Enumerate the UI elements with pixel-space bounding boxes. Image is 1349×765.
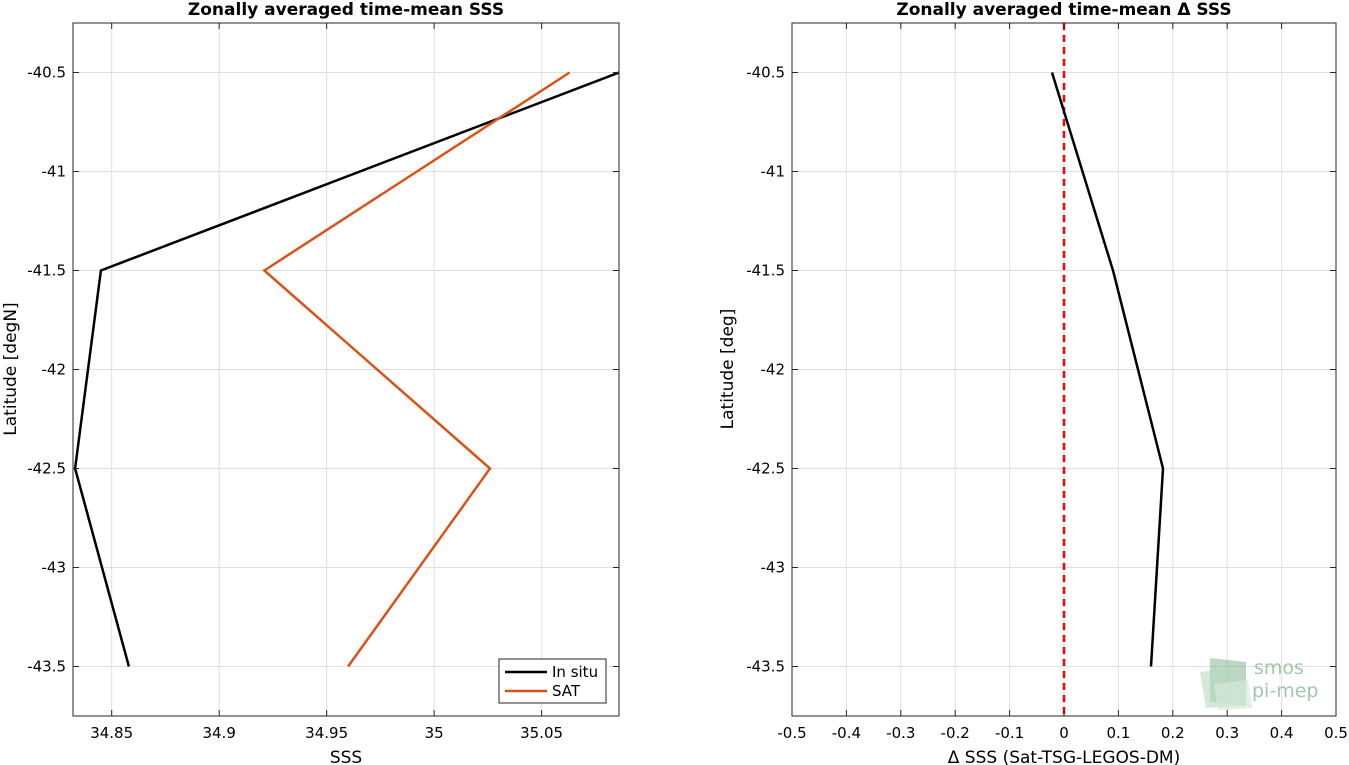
- y-axis-label: Latitude [deg]: [718, 309, 738, 430]
- x-tick-label: -0.5: [777, 724, 806, 742]
- axis-ticks: 34.85 34.9 34.95 35 35.05 -40.5 -41 -41.5 -42 -42…: [27, 23, 619, 742]
- x-axis-label: SSS: [330, 748, 362, 765]
- y-tick-label: -41.5: [27, 262, 66, 280]
- x-tick-label: 0.5: [1324, 724, 1348, 742]
- y-tick-label: -40.5: [746, 64, 785, 82]
- axis-ticks: -0.5 -0.4 -0.3 -0.2 -0.1 0 0.1 0.2 0.3 0.4 0.5 -40.…: [746, 23, 1348, 742]
- x-tick-label: 0: [1059, 724, 1069, 742]
- chart-title: Zonally averaged time-mean SSS: [188, 0, 504, 20]
- y-tick-label: -43: [42, 559, 67, 577]
- chart-title: Zonally averaged time-mean Δ SSS: [896, 0, 1231, 20]
- series-lines: [1050, 23, 1165, 716]
- x-tick-label: 35: [425, 724, 444, 742]
- x-axis-label: Δ SSS (Sat-TSG-LEGOS-DM): [948, 748, 1180, 765]
- legend-label-sat: SAT: [552, 682, 581, 700]
- x-tick-label: -0.2: [941, 724, 970, 742]
- x-tick-label: 34.9: [202, 724, 235, 742]
- x-tick-label: 0.1: [1106, 724, 1130, 742]
- series-lines: [73, 71, 619, 668]
- x-tick-label: 0.4: [1270, 724, 1294, 742]
- y-tick-label: -40.5: [27, 64, 66, 82]
- y-tick-label: -42.5: [27, 460, 66, 478]
- logo-text-smos: smos: [1254, 657, 1304, 679]
- y-axis-label: Latitude [degN]: [1, 302, 21, 435]
- y-tick-label: -41: [42, 163, 67, 181]
- legend: In situ SAT: [498, 658, 607, 704]
- x-tick-label: -0.4: [832, 724, 861, 742]
- y-tick-label: -43.5: [746, 658, 785, 676]
- y-tick-label: -43.5: [27, 658, 66, 676]
- logo-mark-icon: [1200, 658, 1252, 710]
- x-tick-label: -0.1: [995, 724, 1024, 742]
- series-line-delta-sss: [1050, 72, 1165, 667]
- y-tick-label: -42: [761, 361, 786, 379]
- chart-delta-sss: Zonally averaged time-mean Δ SSS -0.5 -0.…: [718, 0, 1348, 765]
- series-line-sat: [262, 71, 571, 668]
- gridlines: [73, 23, 619, 716]
- legend-label-in-situ: In situ: [552, 663, 598, 681]
- smos-pi-mep-logo: smos pi-mep: [1200, 657, 1318, 710]
- y-tick-label: -42.5: [746, 460, 785, 478]
- legend-box: [498, 658, 607, 704]
- x-tick-label: 35.05: [520, 724, 563, 742]
- logo-text-pi-mep: pi-mep: [1252, 680, 1318, 702]
- x-tick-label: 0.2: [1161, 724, 1185, 742]
- x-tick-label: 0.3: [1215, 724, 1239, 742]
- x-tick-label: 34.95: [305, 724, 348, 742]
- series-line-in-situ: [73, 71, 619, 667]
- x-tick-label: -0.3: [886, 724, 915, 742]
- x-tick-label: 34.85: [90, 724, 133, 742]
- y-tick-label: -41.5: [746, 262, 785, 280]
- y-tick-label: -43: [761, 559, 786, 577]
- y-tick-label: -41: [761, 163, 786, 181]
- y-tick-label: -42: [42, 361, 67, 379]
- chart-sss: Zonally averaged time-mean SSS 34.85 34.9…: [1, 0, 620, 765]
